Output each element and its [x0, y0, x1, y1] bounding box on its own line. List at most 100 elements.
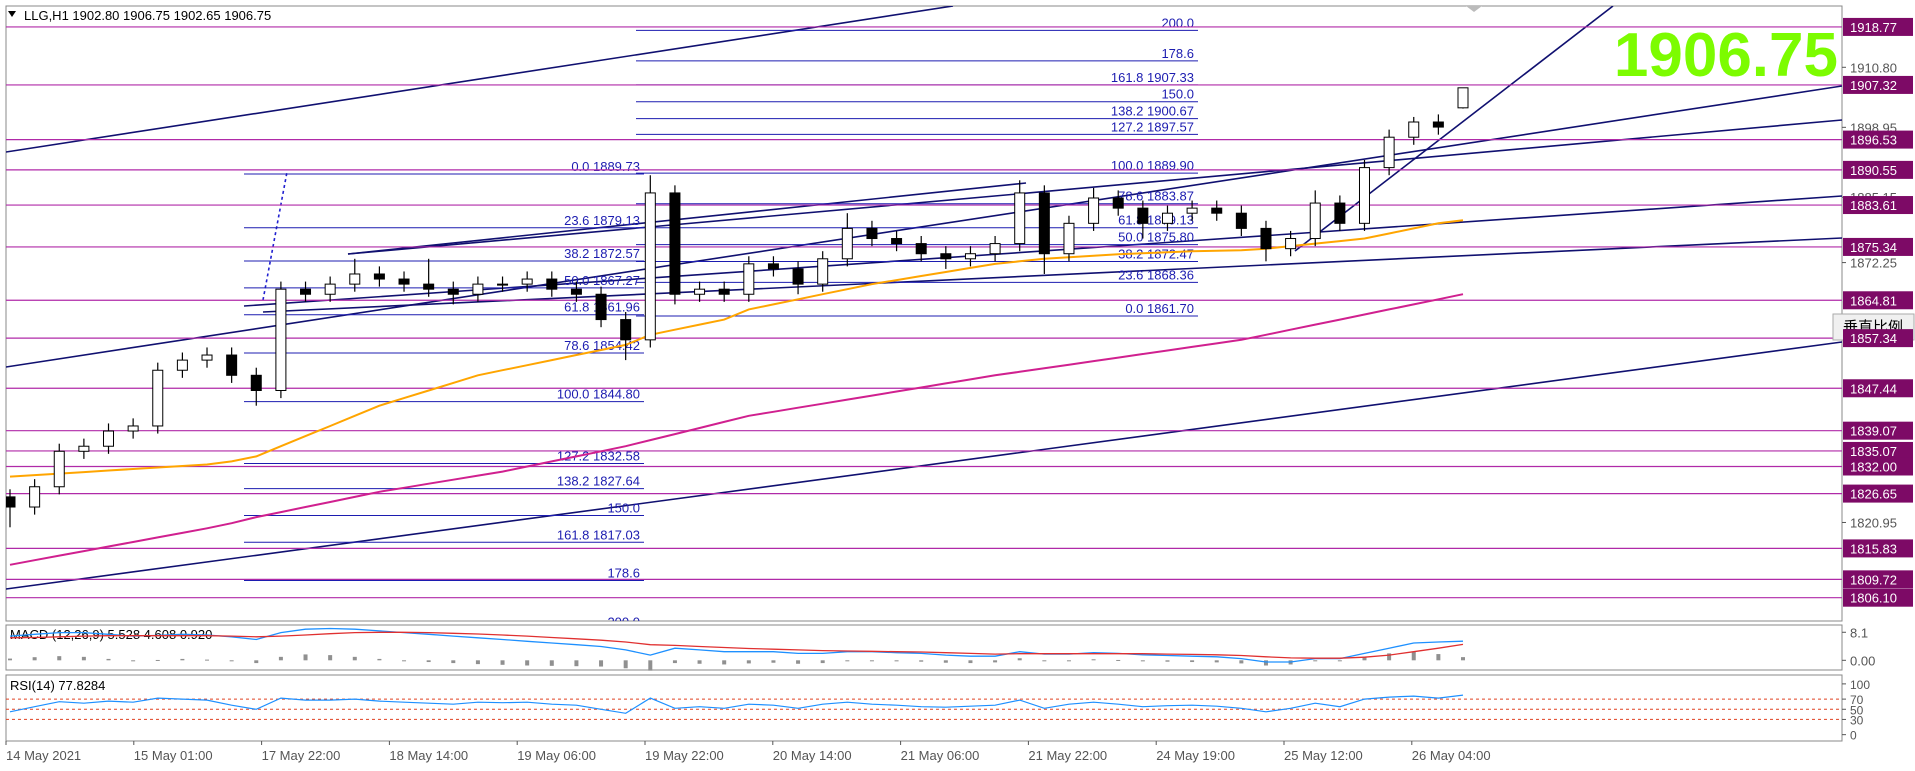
- candle-body: [201, 354, 213, 361]
- macd-histogram-bar: [32, 657, 37, 661]
- candle-body: [644, 192, 656, 341]
- fib-label: 23.6 1879.13: [564, 213, 640, 228]
- level-box: [1843, 484, 1913, 503]
- level-box: [1843, 196, 1913, 215]
- candle-body: [398, 278, 410, 285]
- candle-body: [152, 369, 164, 427]
- macd-histogram-bar: [943, 660, 948, 663]
- fib-label: 200.0: [607, 614, 640, 629]
- rsi-tick-label: 30: [1850, 713, 1864, 727]
- macd-histogram-bar: [820, 660, 825, 664]
- macd-histogram-bar: [722, 660, 727, 665]
- fib-label: 138.2 1900.67: [1111, 104, 1194, 119]
- macd-histogram-bar: [1263, 660, 1268, 666]
- candle-body: [964, 253, 976, 260]
- level-label: 1847.44: [1850, 381, 1897, 396]
- level-label: 1806.10: [1850, 591, 1897, 606]
- macd-histogram-bar: [254, 660, 259, 664]
- candle-body: [127, 425, 139, 432]
- macd-signal-line: [9, 631, 1464, 659]
- level-box: [1843, 421, 1913, 440]
- candle-body: [1457, 87, 1469, 109]
- fib-label: 178.6: [607, 566, 640, 581]
- candle-body: [546, 278, 558, 290]
- menu-arrow[interactable]: [8, 11, 16, 17]
- candle-body: [349, 273, 361, 285]
- macd-histogram-bar: [1190, 660, 1195, 663]
- candle-body: [570, 288, 582, 295]
- rsi-line: [9, 694, 1464, 714]
- candle-body: [1112, 197, 1124, 209]
- candle-body: [78, 445, 90, 452]
- macd-histogram-bar: [278, 656, 283, 661]
- x-tick-label: 21 May 06:00: [901, 748, 980, 763]
- rsi-tick-label: 0: [1850, 729, 1857, 743]
- macd-histogram-bar: [1140, 660, 1145, 662]
- macd-histogram-bar: [1042, 660, 1047, 662]
- macd-histogram-bar: [205, 659, 210, 661]
- macd-main-line: [9, 627, 1464, 663]
- macd-histogram-bar: [1066, 660, 1071, 662]
- macd-histogram-bar: [1239, 660, 1244, 664]
- rsi-pane: [5, 674, 1843, 742]
- candle-body: [1383, 136, 1395, 169]
- candle-body: [1358, 167, 1370, 224]
- candle-body: [1309, 202, 1321, 240]
- candle-body: [1235, 212, 1247, 229]
- fib-label: 78.6 1883.87: [1118, 189, 1194, 204]
- macd-histogram-bar: [525, 660, 530, 666]
- x-tick-label: 25 May 12:00: [1284, 748, 1363, 763]
- macd-histogram-bar: [328, 655, 333, 661]
- level-label: 1815.83: [1850, 541, 1897, 556]
- level-label: 1896.53: [1850, 133, 1897, 148]
- macd-histogram-bar: [746, 660, 751, 664]
- candle-body: [595, 293, 607, 321]
- candle-body: [1038, 192, 1050, 255]
- candle-body: [1137, 207, 1149, 224]
- fib-label: 150.0: [1161, 87, 1194, 102]
- main-plot: 0.0 1889.73 23.6 1879.13 38.2 1872.57 50.0 …: [6, 6, 1842, 629]
- trend-line: [1294, 6, 1614, 252]
- candle-body: [250, 374, 262, 392]
- macd-histogram-bar: [549, 660, 554, 666]
- trend-line: [347, 119, 1842, 255]
- candle-body: [1432, 121, 1444, 128]
- level-box: [1843, 457, 1913, 476]
- candle-body: [373, 273, 385, 280]
- candle-body: [989, 243, 1001, 255]
- macd-histogram-bar: [402, 660, 407, 662]
- macd-histogram-bar: [1116, 659, 1121, 661]
- macd-histogram-bar: [451, 660, 456, 664]
- x-tick-label: 21 May 22:00: [1028, 748, 1107, 763]
- fib-label: 23.6 1868.36: [1118, 267, 1194, 282]
- level-box: [1843, 539, 1913, 558]
- rsi-tick-label: 100: [1850, 678, 1870, 692]
- macd-histogram-bar: [303, 654, 308, 661]
- level-label: 1839.07: [1850, 424, 1897, 439]
- candle-body: [447, 288, 459, 295]
- fib-label: 178.6: [1161, 46, 1194, 61]
- x-tick-label: 14 May 2021: [6, 748, 81, 763]
- candle-body: [620, 319, 632, 341]
- candle-body: [275, 288, 287, 392]
- candle-body: [53, 450, 65, 488]
- macd-histogram-bar: [500, 660, 505, 665]
- macd-histogram-bar: [180, 658, 185, 661]
- x-tick-label: 20 May 14:00: [773, 748, 852, 763]
- level-box: [1843, 160, 1913, 179]
- candle-body: [497, 283, 509, 286]
- level-label: 1857.34: [1850, 331, 1897, 346]
- macd-histogram-bar: [968, 660, 973, 664]
- trend-line: [262, 237, 1842, 313]
- level-box: [1843, 570, 1913, 589]
- rsi-title: RSI(14) 77.8284: [10, 678, 105, 693]
- macd-histogram-bar: [993, 660, 998, 663]
- candle-body: [1063, 222, 1075, 255]
- trend-line: [262, 171, 288, 301]
- level-label: 1826.65: [1850, 487, 1897, 502]
- fib-label: 127.2 1832.58: [557, 449, 640, 464]
- candle-body: [176, 359, 188, 371]
- candle-body: [324, 283, 336, 295]
- candle-body: [423, 283, 435, 290]
